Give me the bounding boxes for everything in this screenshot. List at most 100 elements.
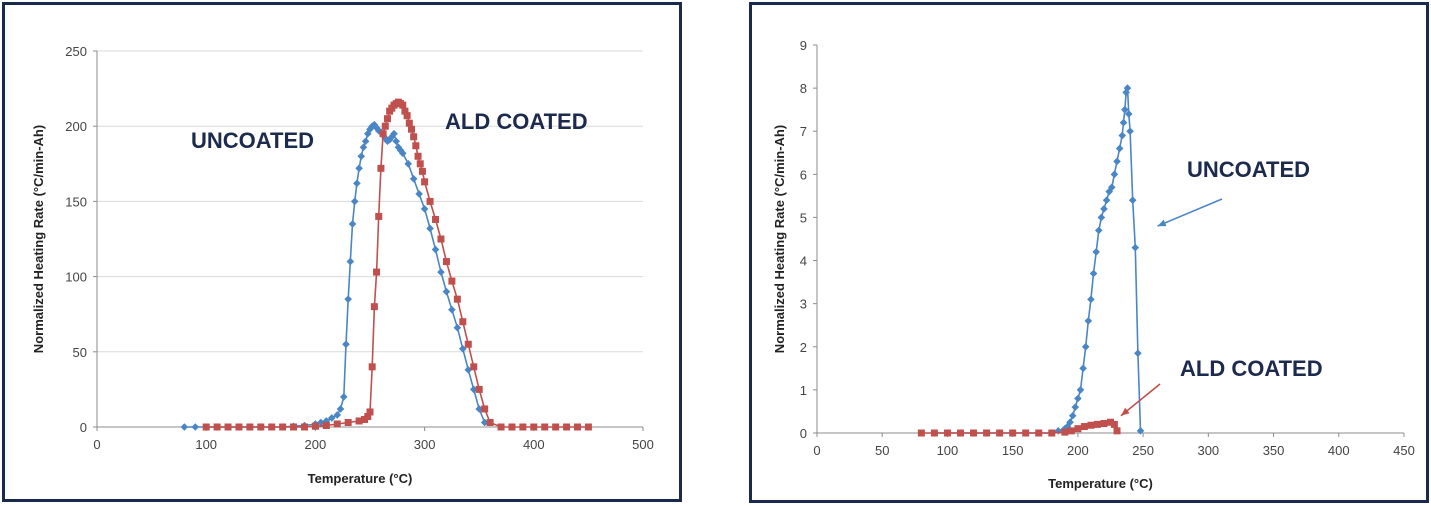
point-ald-coated-53: [481, 405, 489, 413]
point-uncoated-35: [1121, 105, 1129, 114]
point-uncoated-47: [409, 175, 418, 183]
point-uncoated-28: [361, 137, 370, 146]
point-uncoated-41: [390, 129, 398, 138]
annotation-arrow-ald-coated: [1120, 383, 1161, 417]
point-uncoated-56: [459, 344, 467, 353]
point-uncoated-17: [336, 405, 345, 413]
x-tick-label-7: 350: [1263, 443, 1285, 458]
point-ald-coated-4: [246, 423, 254, 431]
point-uncoated-15: [327, 414, 336, 422]
point-ald-coated-46: [442, 258, 450, 266]
point-uncoated-45: [398, 149, 407, 158]
point-ald-coated-3: [956, 429, 964, 437]
x-tick-label-9: 450: [1393, 443, 1415, 458]
point-ald-coated-5: [983, 429, 991, 437]
y-tick-label-2: 2: [800, 340, 807, 355]
point-uncoated-22: [1089, 269, 1098, 278]
y-tick-label-8: 8: [800, 81, 807, 96]
point-ald-coated-20: [373, 268, 381, 276]
point-uncoated-57: [464, 366, 473, 374]
y-axis-title: Normalized Heating Rate (°C/min-Ah): [31, 125, 46, 353]
point-ald-coated-50: [464, 340, 472, 348]
point-uncoated-48: [415, 190, 423, 198]
point-ald-coated-7: [1009, 429, 1017, 437]
point-uncoated-26: [357, 152, 366, 161]
point-ald-coated-43: [426, 197, 434, 205]
point-ald-coated-14: [355, 417, 363, 425]
point-ald-coated-16: [1093, 420, 1101, 428]
point-uncoated-43: [394, 143, 403, 152]
y-tick-label-3: 3: [800, 297, 807, 312]
point-uncoated-46: [404, 160, 413, 168]
point-ald-coated-25: [383, 115, 391, 123]
point-ald-coated-48: [453, 295, 461, 303]
y-tick-label-4: 200: [65, 119, 87, 134]
point-ald-coated-58: [530, 423, 538, 431]
point-ald-coated-10: [1048, 429, 1056, 437]
annotation-arrow-uncoated: [1157, 198, 1223, 227]
point-uncoated-0: [180, 423, 189, 431]
point-uncoated-33: [1118, 131, 1127, 140]
point-ald-coated-5: [257, 423, 265, 431]
point-uncoated-42: [392, 137, 401, 146]
point-ald-coated-42: [421, 178, 429, 186]
point-ald-coated-14: [1080, 423, 1088, 431]
point-ald-coated-60: [552, 423, 560, 431]
series-uncoated: [180, 120, 489, 431]
y-tick-label-7: 7: [800, 124, 807, 139]
annotation-uncoated: UNCOATED: [191, 128, 314, 153]
point-uncoated-18: [1079, 364, 1087, 373]
point-ald-coated-20: [1113, 427, 1121, 435]
series-uncoated: [930, 84, 1145, 437]
point-ald-coated-10: [311, 422, 319, 430]
point-ald-coated-1: [930, 429, 938, 437]
point-ald-coated-8: [1022, 429, 1030, 437]
series-ald-coated: [202, 98, 592, 431]
point-ald-coated-41: [418, 167, 426, 175]
point-uncoated-32: [1115, 144, 1124, 153]
point-uncoated-22: [348, 220, 357, 228]
annotation-ald-coated: ALD COATED: [445, 109, 588, 134]
point-ald-coated-56: [508, 423, 516, 431]
point-ald-coated-11: [1061, 428, 1069, 436]
point-ald-coated-55: [497, 423, 505, 431]
point-ald-coated-18: [1107, 418, 1114, 426]
point-ald-coated-32: [399, 101, 407, 109]
point-ald-coated-34: [403, 112, 411, 120]
point-uncoated-16: [1074, 394, 1082, 403]
annotation-ald-coated: ALD COATED: [1180, 356, 1323, 381]
point-ald-coated-36: [407, 125, 415, 133]
point-ald-coated-51: [470, 363, 478, 371]
point-uncoated-25: [355, 164, 363, 173]
series-ald-coated: [917, 418, 1121, 437]
point-ald-coated-59: [541, 423, 549, 431]
point-uncoated-24: [353, 179, 361, 188]
point-ald-coated-17: [366, 408, 374, 416]
y-tick-label-6: 6: [800, 167, 807, 182]
x-tick-label-0: 0: [813, 443, 820, 458]
point-uncoated-60: [480, 418, 489, 427]
point-ald-coated-4: [970, 429, 978, 437]
point-ald-coated-61: [563, 423, 571, 431]
x-tick-label-4: 400: [523, 437, 545, 452]
chart-panel-right: 0 1 2 3 4 5 6 7 8 9 0 50 100 150 200 250 300 350 400 450 Tem…: [749, 2, 1429, 503]
point-ald-coated-8: [290, 423, 298, 431]
point-ald-coated-22: [377, 164, 385, 172]
point-uncoated-30: [1110, 170, 1119, 179]
point-uncoated-13: [317, 418, 325, 427]
point-uncoated-16: [333, 411, 342, 419]
point-uncoated-19: [342, 340, 350, 349]
point-ald-coated-9: [300, 423, 308, 431]
y-tick-label-0: 0: [800, 426, 807, 441]
arrow-head-uncoated: [1157, 219, 1167, 227]
y-axis-title: Normalized Heating Rate (°C/min-Ah): [772, 125, 787, 353]
point-uncoated-58: [469, 385, 478, 394]
point-ald-coated-40: [416, 160, 424, 168]
point-uncoated-36: [1122, 88, 1130, 97]
point-uncoated-17: [1076, 386, 1085, 394]
point-ald-coated-15: [1087, 421, 1095, 429]
point-uncoated-37: [1123, 84, 1132, 92]
point-uncoated-40: [1128, 196, 1137, 204]
x-tick-label-5: 500: [632, 437, 654, 452]
point-uncoated-20: [344, 295, 352, 303]
